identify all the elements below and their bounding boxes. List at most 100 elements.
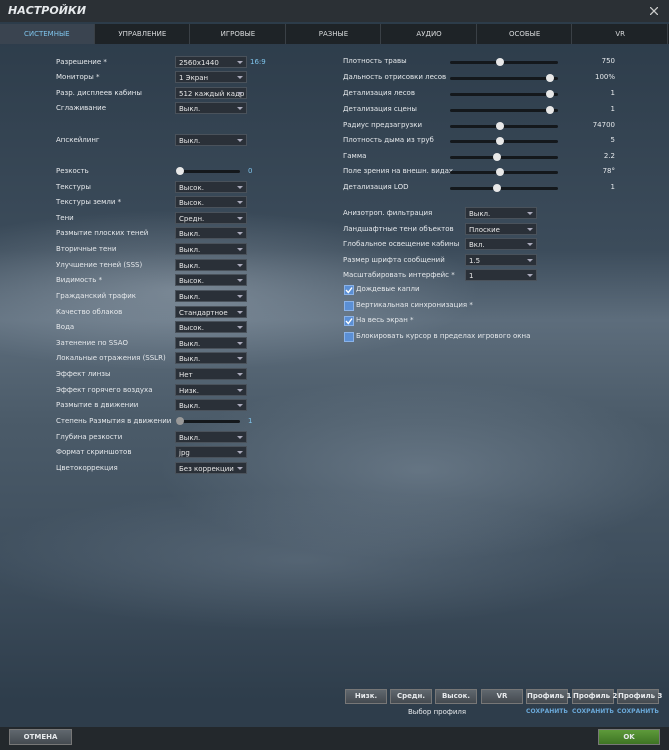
tab[interactable]: VR bbox=[573, 24, 668, 44]
cancel-button[interactable]: ОТМЕНА bbox=[9, 729, 72, 745]
slider-value: 74700 bbox=[592, 121, 615, 129]
dropdown[interactable]: jpg bbox=[175, 446, 247, 458]
tab[interactable]: АУДИО bbox=[382, 24, 477, 44]
dropdown[interactable]: Высок. bbox=[175, 274, 247, 286]
slider-knob[interactable] bbox=[496, 122, 504, 130]
save-link[interactable]: СОХРАНИТЬ bbox=[617, 708, 659, 715]
setting-label: Масштабировать интерфейс * bbox=[343, 271, 455, 280]
dropdown[interactable]: Низк. bbox=[175, 384, 247, 396]
tab[interactable]: ИГРОВЫЕ bbox=[191, 24, 286, 44]
save-link[interactable]: СОХРАНИТЬ bbox=[572, 708, 614, 715]
dropdown[interactable]: 1 bbox=[465, 269, 537, 282]
checkbox[interactable] bbox=[344, 316, 354, 327]
profile-button[interactable]: Профиль 2 bbox=[572, 689, 617, 704]
checkbox[interactable] bbox=[344, 331, 354, 342]
ok-button[interactable]: OK bbox=[598, 729, 660, 745]
slider-label: Детализация сцены bbox=[343, 105, 417, 113]
profile-button[interactable]: Профиль 1 bbox=[526, 689, 571, 704]
slider-value: 1 bbox=[610, 183, 615, 191]
slider-value: 1 bbox=[610, 105, 615, 113]
slider-knob[interactable] bbox=[176, 417, 184, 425]
setting-label: Глубина резкости bbox=[56, 433, 123, 441]
dropdown[interactable]: Нет bbox=[175, 368, 247, 380]
tab-bar bbox=[0, 24, 669, 44]
slider-knob[interactable] bbox=[176, 167, 184, 175]
close-button[interactable] bbox=[650, 7, 658, 15]
dropdown[interactable]: Высок. bbox=[175, 321, 247, 333]
slider-label: Дальность отрисовки лесов bbox=[343, 73, 447, 81]
slider-value: 1 bbox=[610, 89, 615, 97]
slider-knob[interactable] bbox=[493, 184, 501, 192]
dropdown[interactable]: Выкл. bbox=[465, 207, 537, 219]
slider-knob[interactable] bbox=[546, 90, 554, 98]
dropdown[interactable]: Выкл. bbox=[175, 431, 247, 443]
save-link[interactable]: СОХРАНИТЬ bbox=[526, 708, 568, 715]
aspect-ratio: 16:9 bbox=[250, 58, 266, 66]
checkbox[interactable] bbox=[344, 285, 354, 295]
dropdown[interactable]: Стандартное bbox=[175, 306, 247, 318]
preset-button[interactable]: Низк. bbox=[345, 689, 387, 704]
setting-label: Эффект горячего воздуха bbox=[56, 386, 153, 394]
setting-label: Резкость bbox=[56, 167, 89, 175]
tab[interactable]: СИСТЕМНЫЕ bbox=[0, 24, 95, 44]
dropdown[interactable]: 1 Экран bbox=[175, 71, 247, 83]
checkbox[interactable] bbox=[344, 300, 354, 311]
setting-label: Качество облаков bbox=[56, 308, 123, 316]
dropdown[interactable]: Выкл. bbox=[175, 227, 247, 239]
slider-track bbox=[450, 106, 558, 114]
footer-bar bbox=[0, 727, 669, 750]
dropdown[interactable]: Выкл. bbox=[175, 290, 247, 302]
preset-button[interactable]: Средн. bbox=[390, 689, 432, 704]
dropdown[interactable]: Выкл. bbox=[175, 337, 247, 349]
slider-track bbox=[450, 153, 558, 161]
setting-label: Цветокоррекция bbox=[56, 464, 118, 472]
dropdown[interactable]: Выкл. bbox=[175, 259, 247, 271]
profile-button[interactable]: Профиль 3 bbox=[617, 689, 662, 704]
setting-label: Текстуры bbox=[56, 183, 91, 191]
dropdown[interactable]: Плоские bbox=[465, 222, 537, 235]
slider-value: 750 bbox=[601, 57, 615, 65]
dropdown[interactable]: 2560x1440 bbox=[175, 56, 247, 68]
setting-label: Вода bbox=[56, 323, 75, 331]
dropdown[interactable]: Выкл. bbox=[175, 243, 247, 255]
dropdown[interactable]: Вкл. bbox=[465, 238, 537, 251]
checkbox-label: Дождевые капли bbox=[356, 285, 420, 293]
setting-label: Видимость * bbox=[56, 276, 103, 284]
setting-label: Ландшафтные тени объектов bbox=[343, 224, 454, 233]
slider-track bbox=[450, 122, 558, 130]
checkbox-label: Блокировать курсор в пределах игрового о… bbox=[356, 331, 531, 340]
setting-label: Формат скриншотов bbox=[56, 448, 132, 456]
slider-knob[interactable] bbox=[496, 137, 504, 145]
slider-knob[interactable] bbox=[496, 58, 504, 66]
checkbox-label: На весь экран * bbox=[356, 316, 414, 325]
dropdown[interactable]: Выкл. bbox=[175, 352, 247, 364]
checkbox-label: Вертикальная синхронизация * bbox=[356, 300, 473, 309]
slider-knob[interactable] bbox=[546, 74, 554, 82]
dropdown[interactable]: Выкл. bbox=[175, 134, 247, 146]
slider-knob[interactable] bbox=[493, 153, 501, 161]
slider-value: 1 bbox=[248, 417, 253, 425]
preset-button[interactable]: Высок. bbox=[435, 689, 477, 704]
slider-label: Детализация лесов bbox=[343, 89, 415, 97]
dropdown[interactable]: Высок. bbox=[175, 196, 247, 208]
dropdown[interactable]: 1.5 bbox=[465, 253, 537, 266]
slider-track bbox=[450, 74, 558, 82]
dropdown[interactable]: Выкл. bbox=[175, 102, 247, 114]
window-title: НАСТРОЙКИ bbox=[8, 4, 87, 17]
slider-knob[interactable] bbox=[546, 106, 554, 114]
slider-knob[interactable] bbox=[496, 168, 504, 176]
setting-label: Мониторы * bbox=[56, 73, 100, 81]
dropdown[interactable]: Без коррекции bbox=[175, 462, 247, 474]
setting-label: Глобальное освещение кабины bbox=[343, 240, 460, 249]
setting-label: Размытие плоских теней bbox=[56, 229, 149, 237]
dropdown[interactable]: 512 каждый кадр bbox=[175, 87, 247, 99]
tab[interactable]: РАЗНЫЕ bbox=[287, 24, 382, 44]
preset-button[interactable]: VR bbox=[481, 689, 523, 704]
dropdown[interactable]: Выкл. bbox=[175, 399, 247, 411]
tab[interactable]: ОСОБЫЕ bbox=[478, 24, 573, 44]
dropdown[interactable]: Средн. bbox=[175, 212, 247, 224]
tab[interactable]: УПРАВЛЕНИЕ bbox=[96, 24, 191, 44]
slider-label: Радиус предзагрузки bbox=[343, 121, 423, 129]
dropdown[interactable]: Высок. bbox=[175, 181, 247, 193]
